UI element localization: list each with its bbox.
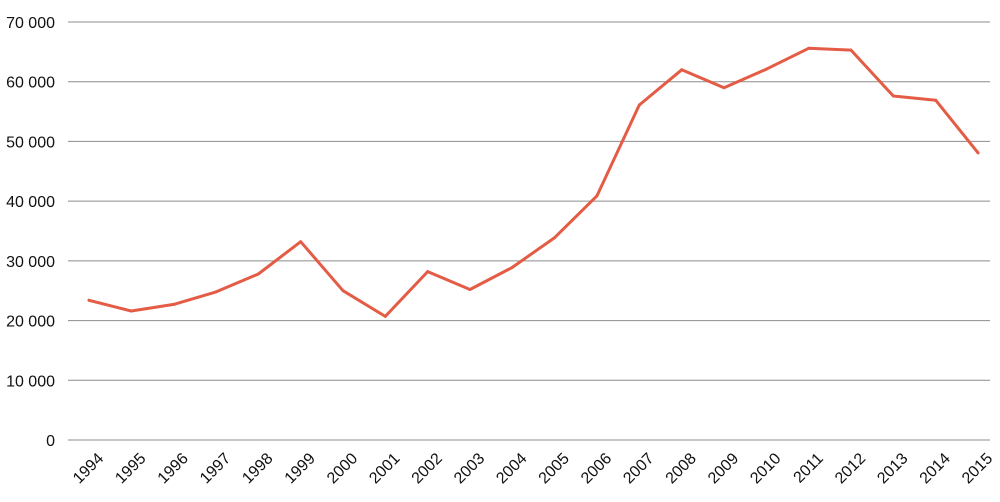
x-tick-label: 2002	[409, 450, 446, 487]
data-point-1999	[299, 240, 303, 244]
data-point-2003	[468, 288, 472, 292]
data-point-2009	[722, 86, 726, 90]
x-tick-label: 2013	[874, 450, 911, 487]
y-tick-label: 60 000	[6, 75, 55, 92]
series-line	[87, 46, 980, 318]
data-point-2005	[553, 236, 557, 240]
data-point-2015	[976, 151, 980, 155]
data-point-2006	[595, 194, 599, 198]
data-point-1995	[129, 309, 133, 313]
data-point-2008	[680, 68, 684, 72]
series-layer	[87, 46, 980, 318]
data-point-2011	[807, 46, 811, 50]
data-point-2012	[849, 48, 853, 52]
x-tick-label: 1999	[282, 450, 319, 487]
data-point-1994	[87, 298, 91, 302]
data-point-2010	[764, 67, 768, 71]
data-point-2007	[637, 103, 641, 107]
x-tick-label: 2007	[620, 450, 657, 487]
x-axis-tick-labels: 1994 1995 1996 1997 1998 1999 2000 2001 2002 2003…	[70, 450, 996, 487]
x-tick-label: 2003	[451, 450, 488, 487]
x-tick-label: 1996	[155, 450, 192, 487]
y-tick-label: 10 000	[6, 373, 55, 390]
y-tick-label: 0	[46, 433, 55, 450]
data-point-1997	[214, 290, 218, 294]
data-point-2002	[426, 270, 430, 274]
x-tick-label: 2014	[917, 450, 954, 487]
x-tick-label: 2000	[324, 450, 361, 487]
x-tick-label: 2012	[832, 450, 869, 487]
data-point-1998	[256, 272, 260, 276]
gridlines	[68, 21, 990, 441]
data-point-2013	[891, 94, 895, 98]
y-tick-label: 30 000	[6, 254, 55, 271]
data-point-2004	[510, 265, 514, 269]
data-point-2014	[934, 98, 938, 102]
y-tick-label: 40 000	[6, 194, 55, 211]
x-tick-label: 2011	[791, 450, 827, 486]
y-tick-label: 20 000	[6, 314, 55, 331]
x-tick-label: 1995	[112, 450, 149, 487]
y-tick-label: 50 000	[6, 134, 55, 151]
x-tick-label: 2010	[747, 450, 784, 487]
x-tick-label: 1994	[70, 450, 107, 487]
x-tick-label: 1998	[239, 450, 276, 487]
x-tick-label: 2015	[959, 450, 996, 487]
x-tick-label: 1997	[197, 450, 234, 487]
data-point-2000	[341, 289, 345, 293]
y-tick-label: 70 000	[6, 15, 55, 32]
data-point-2001	[383, 314, 387, 318]
y-axis-tick-labels: 0 10 000 20 000 30 000 40 000 50 000 60 000 70 …	[6, 15, 55, 450]
x-tick-label: 2008	[663, 450, 700, 487]
x-tick-label: 2004	[493, 450, 530, 487]
x-tick-label: 2006	[578, 450, 615, 487]
x-tick-label: 2005	[536, 450, 573, 487]
x-tick-label: 2009	[705, 450, 742, 487]
x-tick-label: 2001	[366, 450, 403, 487]
data-point-1996	[172, 302, 176, 306]
